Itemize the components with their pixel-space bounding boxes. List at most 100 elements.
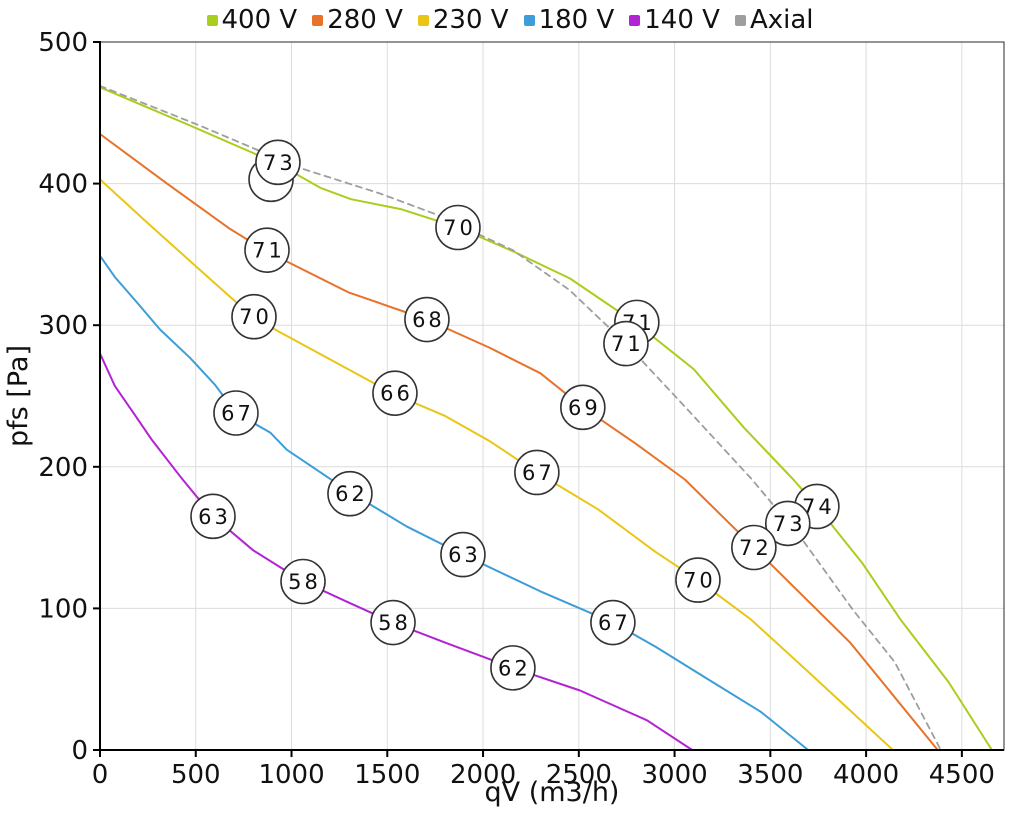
y-tick-label: 500 [38,28,88,58]
efficiency-value: 67 [221,401,254,425]
efficiency-value: 70 [443,216,476,240]
efficiency-label-axial: 71 [603,320,649,367]
efficiency-label-230v: 66 [372,370,418,416]
efficiency-circle [490,645,536,691]
efficiency-circle [244,227,290,273]
efficiency-label-180v: 62 [327,470,373,517]
legend-item-axial[interactable]: Axial [734,5,814,35]
efficiency-circle [372,370,418,416]
legend-label: 400 V [221,5,298,35]
efficiency-circle [255,139,301,186]
efficiency-circle [231,293,277,340]
efficiency-circle [280,558,326,605]
legend-label: 230 V [432,5,509,35]
y-tick-label: 400 [38,170,88,200]
efficiency-value: 71 [252,239,285,263]
efficiency-label-230v: 70 [231,293,277,340]
legend-swatch [629,14,641,26]
legend-label: 280 V [327,5,403,35]
efficiency-value: 73 [263,151,296,175]
efficiency-circle [190,493,236,540]
legend-swatch [734,14,746,26]
x-tick-label: 2000 [450,760,516,790]
efficiency-circle [603,320,649,367]
efficiency-label-140v: 58 [370,599,416,646]
x-axis-title: qV (m3/h) [485,777,620,808]
efficiency-value: 62 [498,656,531,680]
x-tick-label: 2500 [546,760,612,790]
curve-230v [99,178,894,751]
legend-label: Axial [749,5,814,35]
curve-400v [99,86,993,751]
efficiency-circle [590,599,636,646]
y-axis-title: pfs [Pa] [3,345,34,447]
efficiency-value: 67 [522,461,555,485]
efficiency-value: 69 [568,396,601,420]
efficiency-label-axial: 73 [255,139,301,186]
efficiency-label-280v: 71 [244,227,290,273]
efficiency-label-140v: 63 [190,493,236,540]
efficiency-label-180v: 67 [590,599,636,646]
x-tick-label: 4000 [833,760,899,790]
efficiency-circle [404,296,450,343]
efficiency-circle [560,384,606,431]
efficiency-value: 71 [611,332,644,356]
x-tick-label: 1000 [258,760,324,790]
x-tick-label: 500 [171,760,221,790]
curve-axial [99,85,942,751]
efficiency-label-230v: 70 [675,557,721,603]
legend-item-180-v[interactable]: 180 V [523,5,615,35]
x-tick-label: 1500 [354,760,420,790]
efficiency-value: 63 [198,505,231,529]
legend-item-400-v[interactable]: 400 V [206,5,298,35]
efficiency-label-280v: 72 [731,524,777,571]
efficiency-circle [327,470,373,517]
x-tick-label: 0 [92,760,109,790]
curve-180v [99,254,810,751]
legend-swatch [312,14,324,26]
legend-item-140-v[interactable]: 140 V [629,5,720,35]
efficiency-value: 58 [378,611,411,635]
efficiency-label-180v: 67 [213,390,259,436]
efficiency-value: 70 [683,569,716,593]
efficiency-value: 73 [773,512,806,536]
legend-item-230-v[interactable]: 230 V [417,5,509,35]
efficiency-circle [514,449,560,496]
chart-legend: 400 V 280 V 230 V 180 V 140 V Axial [0,5,1020,35]
legend-swatch [206,14,218,26]
x-tick-label: 4500 [929,760,995,790]
efficiency-value: 72 [739,536,772,560]
legend-label: 180 V [538,5,615,35]
efficiency-label-140v: 62 [490,645,536,691]
efficiency-label-400v: 70 [435,204,481,251]
efficiency-label-280v: 68 [404,296,450,343]
efficiency-value: 68 [412,308,445,332]
efficiency-circle [731,524,777,571]
efficiency-circle [440,531,486,578]
efficiency-circle [370,599,416,646]
efficiency-labels-layer: 7071747371737168697270666770676263676358… [190,139,840,691]
efficiency-value: 58 [288,570,321,594]
efficiency-value: 66 [380,382,413,406]
efficiency-label-140v: 58 [280,558,326,605]
efficiency-circle [675,557,721,603]
y-tick-label: 0 [71,736,88,766]
efficiency-value: 70 [239,305,272,329]
efficiency-label-180v: 63 [440,531,486,578]
y-tick-label: 200 [38,453,88,483]
legend-item-280-v[interactable]: 280 V [312,5,403,35]
efficiency-value: 62 [335,482,368,506]
efficiency-label-axial: 73 [764,500,811,547]
y-tick-label: 100 [38,594,88,624]
x-tick-label: 3000 [641,760,707,790]
efficiency-value: 67 [598,611,631,635]
efficiency-circle [213,390,259,436]
legend-swatch [417,14,429,26]
y-tick-label: 300 [38,311,88,341]
efficiency-label-230v: 67 [514,449,560,496]
efficiency-label-280v: 69 [560,384,606,431]
axes-layer: 0 100 200 300 400 500 0 500 1000 1500 2000 2500 3000… [38,28,1005,790]
efficiency-circle [764,500,811,547]
